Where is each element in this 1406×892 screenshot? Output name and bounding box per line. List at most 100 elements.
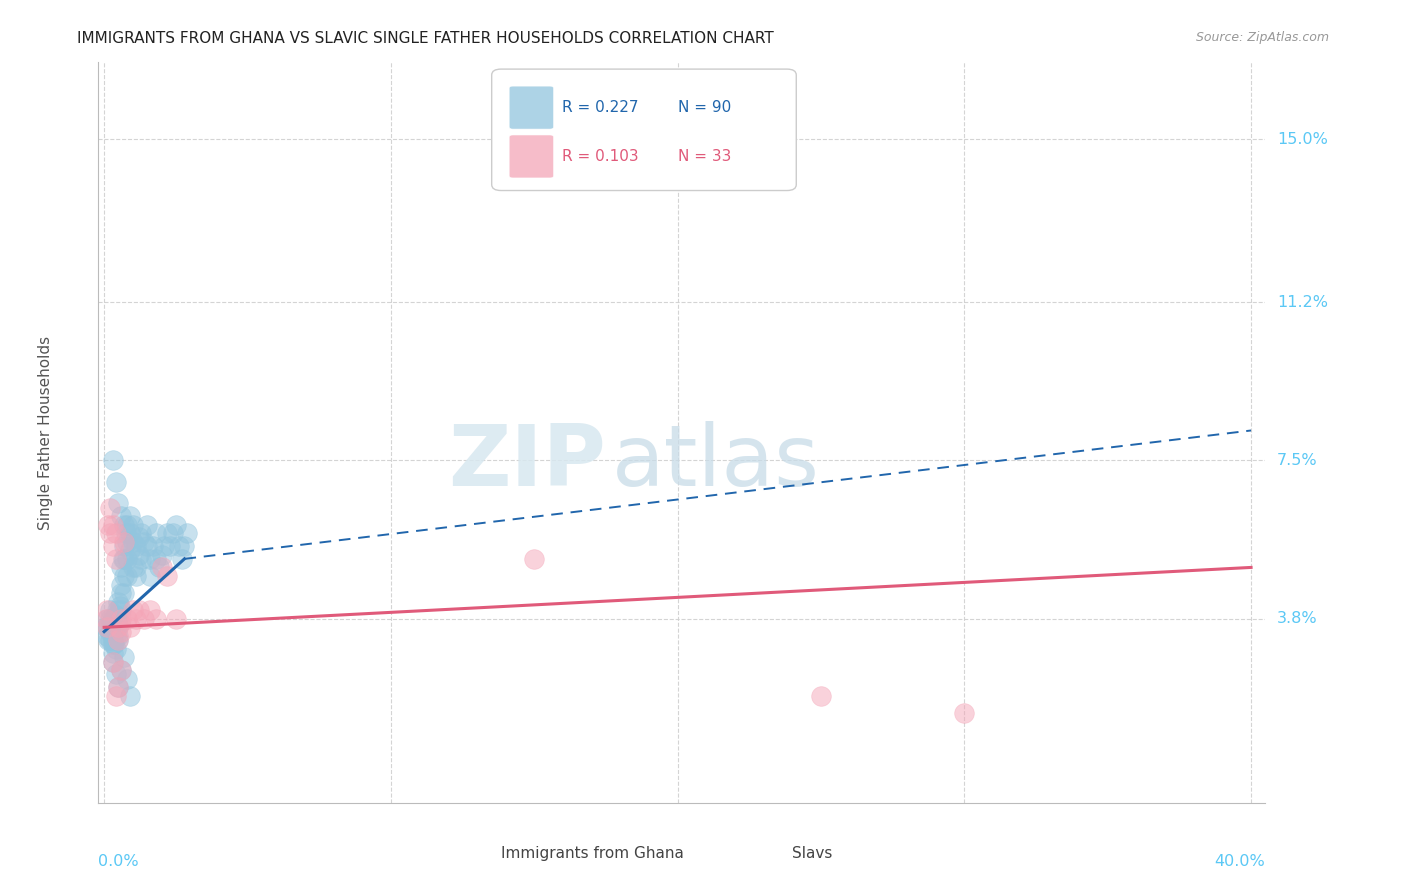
Point (101, 612, 124, 626)
Point (110, 663, 132, 677)
Point (165, 517, 187, 532)
Point (98, 633, 121, 648)
Point (125, 569, 148, 583)
Point (101, 655, 124, 669)
Point (104, 629, 127, 643)
Text: 15.0%: 15.0% (1277, 132, 1327, 147)
Point (105, 603, 128, 617)
Point (115, 517, 138, 532)
Point (98, 500, 121, 515)
Point (97, 517, 120, 532)
Point (105, 615, 128, 630)
Point (107, 680, 129, 694)
Point (150, 548, 173, 562)
Point (101, 633, 124, 648)
Point (125, 539, 148, 553)
Point (104, 607, 127, 622)
Point (125, 612, 148, 626)
Point (107, 496, 129, 510)
Point (110, 577, 132, 591)
Point (139, 603, 162, 617)
Point (145, 526, 167, 541)
Point (110, 560, 132, 574)
Point (810, 689, 832, 703)
Point (112, 650, 135, 665)
Point (115, 569, 138, 583)
Point (142, 539, 165, 553)
Point (107, 680, 129, 694)
Text: R = 0.227: R = 0.227 (562, 100, 638, 115)
Point (176, 526, 198, 541)
Point (107, 620, 129, 634)
Point (114, 526, 136, 541)
Text: 40.0%: 40.0% (1215, 855, 1265, 869)
Point (953, 706, 976, 720)
Point (148, 560, 170, 574)
Point (107, 629, 129, 643)
Point (98, 603, 121, 617)
Point (101, 637, 124, 651)
Point (96, 629, 118, 643)
Point (121, 603, 143, 617)
Point (118, 689, 141, 703)
Point (101, 655, 124, 669)
Point (108, 599, 131, 613)
Point (98, 624, 121, 639)
Point (121, 534, 143, 549)
Text: Source: ZipAtlas.com: Source: ZipAtlas.com (1195, 31, 1329, 45)
Point (103, 612, 125, 626)
Text: Slavs: Slavs (792, 846, 832, 861)
Point (96, 612, 118, 626)
FancyBboxPatch shape (509, 135, 554, 178)
Point (115, 552, 138, 566)
Point (98, 526, 121, 541)
Point (156, 526, 179, 541)
Point (131, 552, 153, 566)
Point (112, 552, 135, 566)
Point (162, 526, 184, 541)
Point (112, 517, 135, 532)
Point (118, 543, 141, 558)
Point (110, 612, 132, 626)
Point (111, 552, 134, 566)
Point (118, 620, 141, 634)
Point (136, 517, 159, 532)
Point (125, 560, 148, 574)
Point (104, 620, 127, 634)
Point (153, 539, 176, 553)
Point (107, 633, 129, 648)
Text: 11.2%: 11.2% (1277, 294, 1327, 310)
Text: R = 0.103: R = 0.103 (562, 149, 638, 164)
FancyBboxPatch shape (451, 835, 495, 871)
Text: ZIP: ZIP (449, 421, 606, 504)
Point (110, 509, 132, 524)
Point (104, 641, 127, 656)
Point (100, 615, 122, 630)
Point (115, 612, 138, 626)
Point (104, 612, 127, 626)
FancyBboxPatch shape (742, 835, 787, 871)
Point (170, 552, 193, 566)
Point (104, 552, 127, 566)
Point (101, 539, 124, 553)
Point (159, 539, 181, 553)
Point (173, 539, 195, 553)
Point (101, 620, 124, 634)
Text: atlas: atlas (612, 421, 820, 504)
Point (165, 612, 187, 626)
Point (134, 612, 156, 626)
Point (110, 624, 132, 639)
FancyBboxPatch shape (509, 87, 554, 129)
Point (107, 612, 129, 626)
Point (101, 646, 124, 660)
Text: 7.5%: 7.5% (1277, 453, 1317, 468)
Point (121, 560, 143, 574)
Text: 0.0%: 0.0% (98, 855, 139, 869)
Point (118, 526, 141, 541)
Point (134, 534, 156, 549)
Point (145, 552, 167, 566)
Point (103, 637, 125, 651)
Point (139, 552, 162, 566)
Point (112, 569, 135, 583)
Text: N = 33: N = 33 (679, 149, 731, 164)
